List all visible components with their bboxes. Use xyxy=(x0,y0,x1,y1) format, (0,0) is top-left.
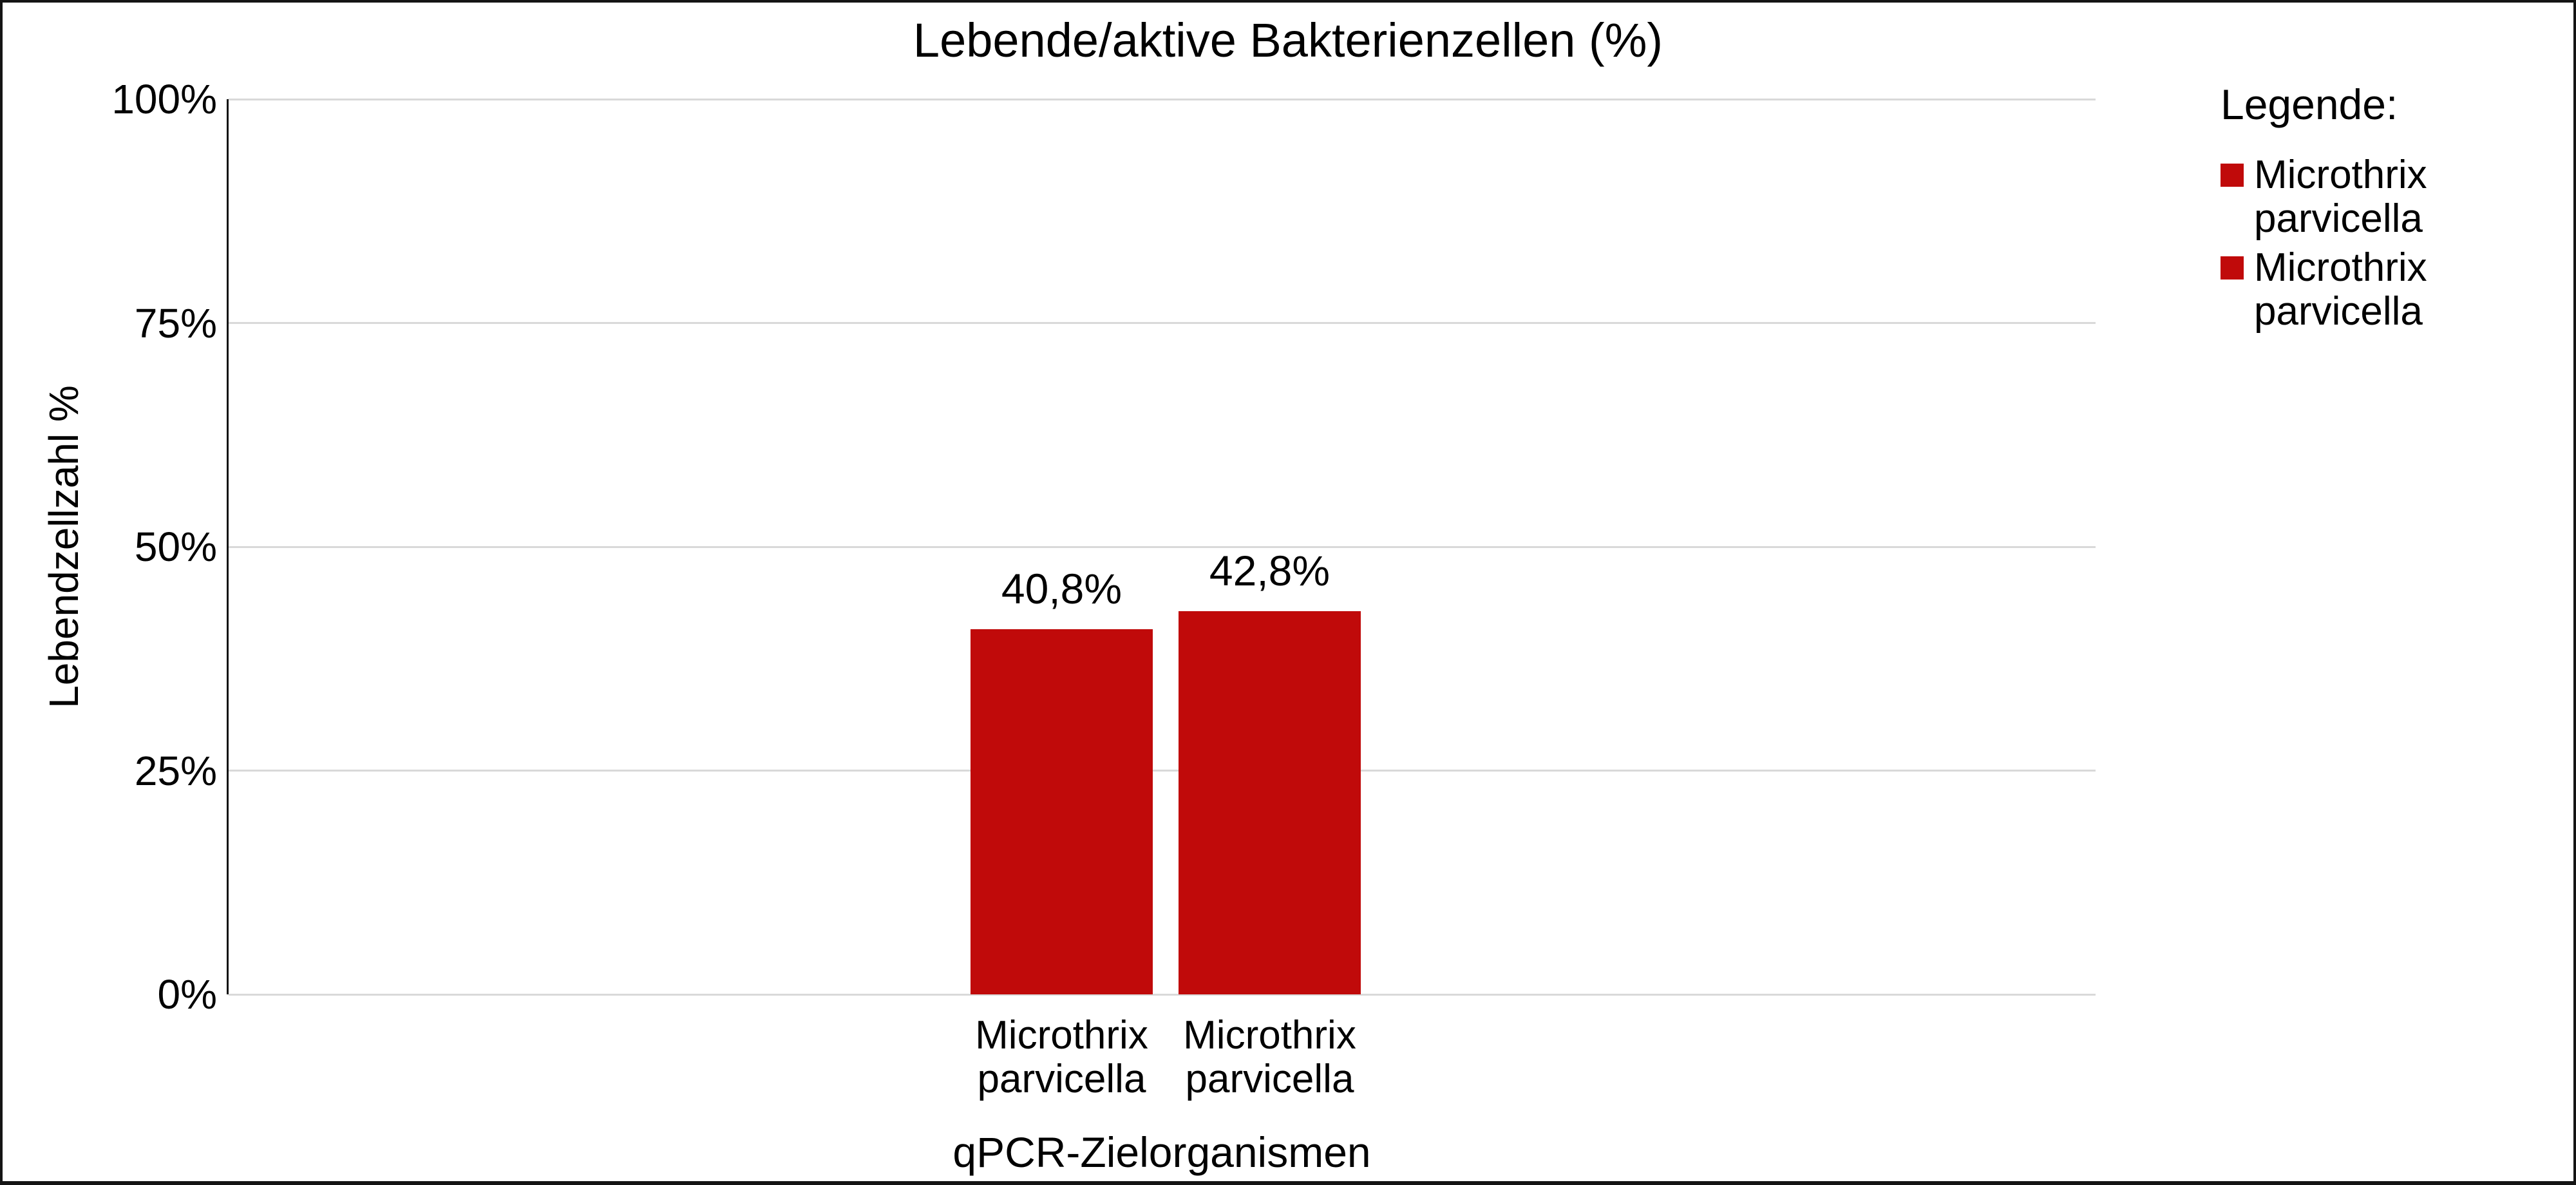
bar-1 xyxy=(971,629,1153,994)
bar-value-label-1: 40,8% xyxy=(1001,564,1122,612)
legend-item-label-1: Microthrix parvicella xyxy=(2254,153,2427,241)
gridline-25 xyxy=(229,770,2096,772)
x-tick-label-2: Microthrix parvicella xyxy=(1183,1013,1356,1101)
legend-item-1: Microthrix parvicella xyxy=(2221,153,2562,241)
legend-items: Microthrix parvicella Microthrix parvicel… xyxy=(2221,153,2562,334)
y-axis-line xyxy=(227,99,229,994)
legend-item-2: Microthrix parvicella xyxy=(2221,246,2562,334)
y-tick-label-75: 75% xyxy=(134,299,217,346)
legend-marker-icon xyxy=(2221,164,2244,187)
bar-value-label-2: 42,8% xyxy=(1209,547,1331,595)
y-tick-label-25: 25% xyxy=(134,747,217,794)
y-tick-label-100: 100% xyxy=(111,76,217,122)
chart-title: Lebende/aktive Bakterienzellen (%) xyxy=(913,14,1663,67)
gridline-50 xyxy=(229,545,2096,548)
legend-title: Legende: xyxy=(2221,81,2398,128)
x-axis-title: qPCR-Zielorganismen xyxy=(952,1128,1371,1176)
y-tick-label-50: 50% xyxy=(134,524,217,570)
gridline-100 xyxy=(229,98,2096,100)
gridline-75 xyxy=(229,322,2096,324)
legend: Legende: Microthrix parvicella Microthrix… xyxy=(2221,79,2562,339)
bar-2 xyxy=(1179,611,1361,994)
y-tick-label-0: 0% xyxy=(157,971,218,1018)
x-tick-label-1: Microthrix parvicella xyxy=(975,1013,1148,1101)
plot-area: 40,8% 42,8% xyxy=(227,98,2096,996)
legend-item-label-2: Microthrix parvicella xyxy=(2254,245,2427,334)
legend-marker-icon xyxy=(2221,256,2244,280)
gridline-0 xyxy=(229,993,2096,996)
